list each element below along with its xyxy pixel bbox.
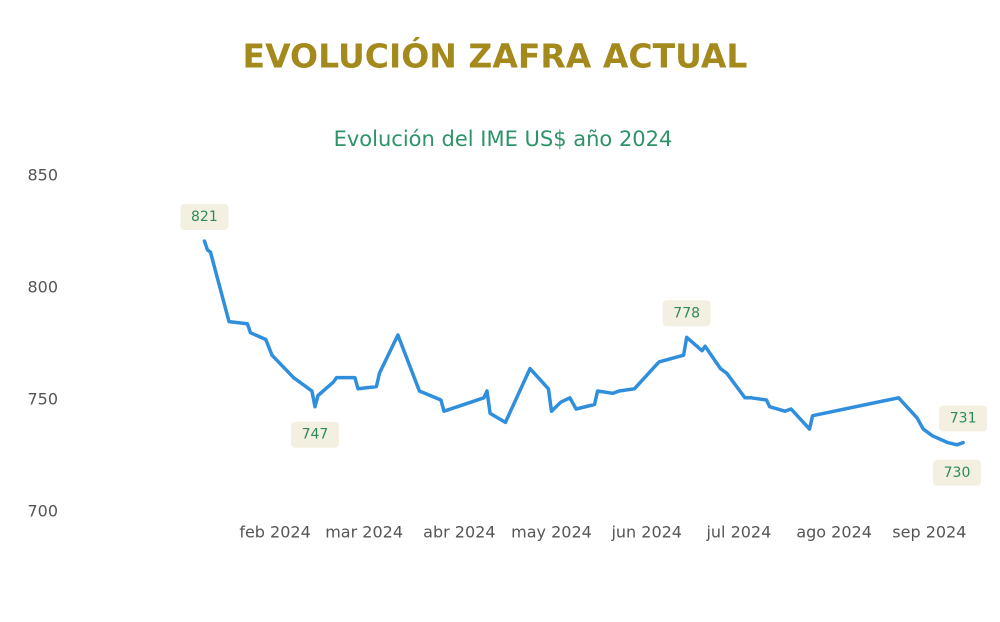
chart-title: EVOLUCIÓN ZAFRA ACTUAL — [243, 36, 748, 76]
data-label-box — [180, 203, 229, 230]
line — [202, 239, 965, 447]
y-tick-label: 800 — [27, 278, 58, 297]
x-tick-label: jun 2024 — [610, 523, 682, 542]
y-tick-label: 750 — [27, 390, 58, 409]
data-label: 778 — [673, 305, 700, 321]
data-label: 821 — [191, 209, 218, 225]
x-tick-label: mar 2024 — [325, 523, 403, 542]
x-tick-label: feb 2024 — [239, 523, 310, 542]
x-tick-label: may 2024 — [511, 523, 592, 542]
data-label-box — [290, 421, 339, 448]
x-tick-label: ago 2024 — [796, 523, 872, 542]
y-tick-label: 700 — [27, 502, 58, 521]
data-label-box — [932, 459, 981, 486]
data-label: 747 — [302, 427, 329, 443]
x-tick-label: sep 2024 — [892, 523, 966, 542]
chart-subtitle: Evolución del IME US$ año 2024 — [334, 127, 673, 151]
x-tick-label: jul 2024 — [705, 523, 771, 542]
data-label-box — [662, 300, 711, 327]
y-tick-label: 850 — [27, 166, 58, 185]
data-label: 731 — [950, 411, 977, 427]
x-tick-label: abr 2024 — [423, 523, 495, 542]
data-label: 730 — [944, 465, 971, 481]
data-label-box — [939, 405, 988, 432]
